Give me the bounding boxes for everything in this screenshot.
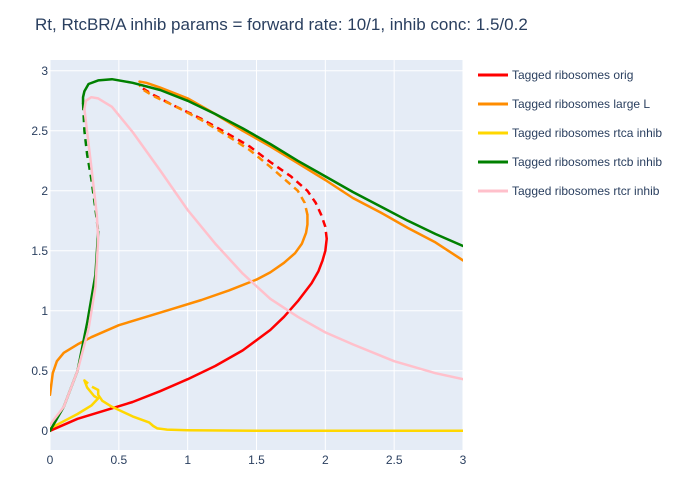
y-tick-label: 3 <box>41 64 48 78</box>
legend-label: Tagged ribosomes rtcb inhib <box>512 155 662 169</box>
series-2 <box>50 80 463 397</box>
legend-label: Tagged ribosomes rtcr inhib <box>512 184 660 198</box>
y-tick-label: 1 <box>41 304 48 318</box>
series-line-solid <box>50 237 328 433</box>
legend-label: Tagged ribosomes rtca inhib <box>512 126 662 140</box>
series-line-solid <box>50 107 100 427</box>
chart-title: Rt, RtcBR/A inhib params = forward rate:… <box>35 15 528 34</box>
series-line-dashed <box>138 85 328 239</box>
legend-label: Tagged ribosomes large L <box>512 97 650 111</box>
y-tick-label: 2.5 <box>31 124 48 138</box>
series-line-solid <box>50 213 309 397</box>
legend-label: Tagged ribosomes orig <box>512 68 633 82</box>
y-tick-label: 1.5 <box>31 244 48 258</box>
series-line-solid <box>83 95 463 381</box>
x-tick-label: 3 <box>460 453 467 467</box>
series-line-solid <box>50 379 100 430</box>
y-tick-label: 2 <box>41 184 48 198</box>
x-axis-ticks: 0 0.5 1 1.5 2 2.5 3 <box>47 453 467 467</box>
x-tick-label: 2.5 <box>386 453 403 467</box>
legend[interactable]: Tagged ribosomes orig Tagged ribosomes la… <box>478 68 662 198</box>
y-tick-label: 0 <box>41 424 48 438</box>
x-tick-label: 0 <box>47 453 54 467</box>
series-line-solid <box>81 77 463 248</box>
x-tick-label: 1 <box>184 453 191 467</box>
y-axis-ticks: 0 0.5 1 1.5 2 2.5 3 <box>31 64 48 438</box>
legend-item[interactable]: Tagged ribosomes rtcr inhib <box>478 184 660 198</box>
series-line-dashed <box>83 379 99 392</box>
series-line-dashed <box>138 84 309 216</box>
legend-item[interactable]: Tagged ribosomes large L <box>478 97 650 111</box>
legend-item[interactable]: Tagged ribosomes rtca inhib <box>478 126 662 140</box>
grid-lines <box>49 60 464 450</box>
y-tick-label: 0.5 <box>31 364 48 378</box>
series-lines <box>50 77 463 433</box>
x-tick-label: 1.5 <box>248 453 265 467</box>
series-line-solid <box>96 388 463 433</box>
series-5 <box>50 95 463 427</box>
x-tick-label: 0.5 <box>110 453 127 467</box>
series-3 <box>50 379 463 433</box>
series-line-solid <box>138 80 463 262</box>
legend-item[interactable]: Tagged ribosomes orig <box>478 68 633 82</box>
x-tick-label: 2 <box>322 453 329 467</box>
legend-item[interactable]: Tagged ribosomes rtcb inhib <box>478 155 662 169</box>
series-1 <box>50 85 328 433</box>
